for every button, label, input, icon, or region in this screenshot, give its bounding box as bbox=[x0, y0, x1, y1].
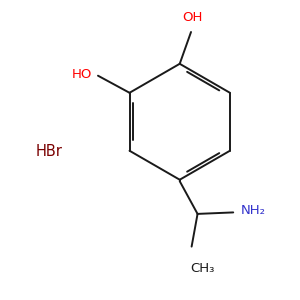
Text: HO: HO bbox=[71, 68, 92, 81]
Text: NH₂: NH₂ bbox=[241, 204, 266, 218]
Text: OH: OH bbox=[182, 11, 203, 24]
Text: CH₃: CH₃ bbox=[190, 262, 214, 275]
Text: HBr: HBr bbox=[36, 144, 62, 159]
